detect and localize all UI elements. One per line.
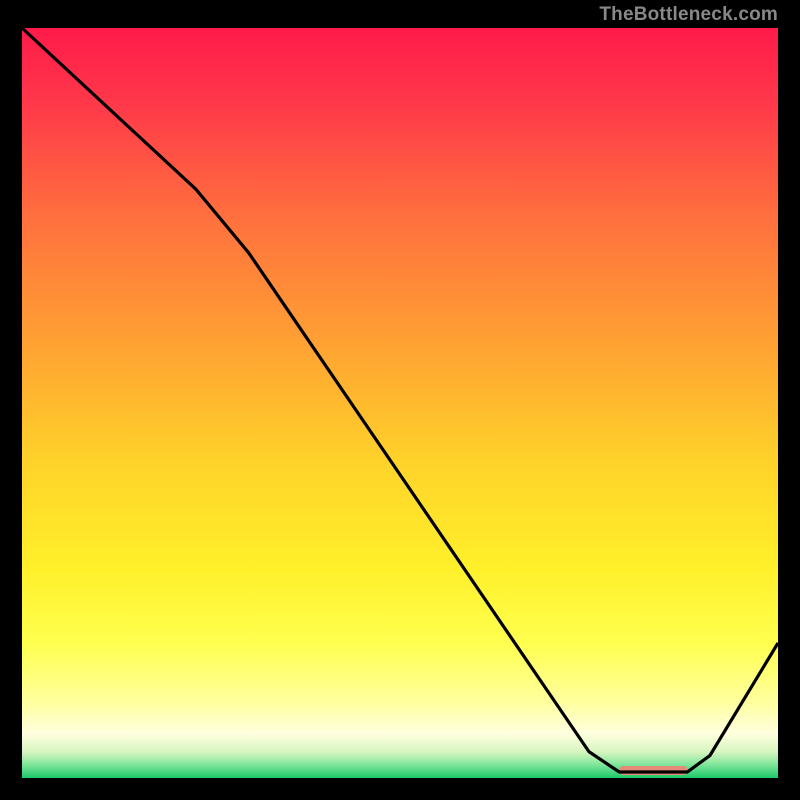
chart-container	[22, 28, 778, 778]
chart-svg	[22, 28, 778, 778]
chart-background	[22, 28, 778, 778]
watermark-text: TheBottleneck.com	[599, 4, 778, 26]
